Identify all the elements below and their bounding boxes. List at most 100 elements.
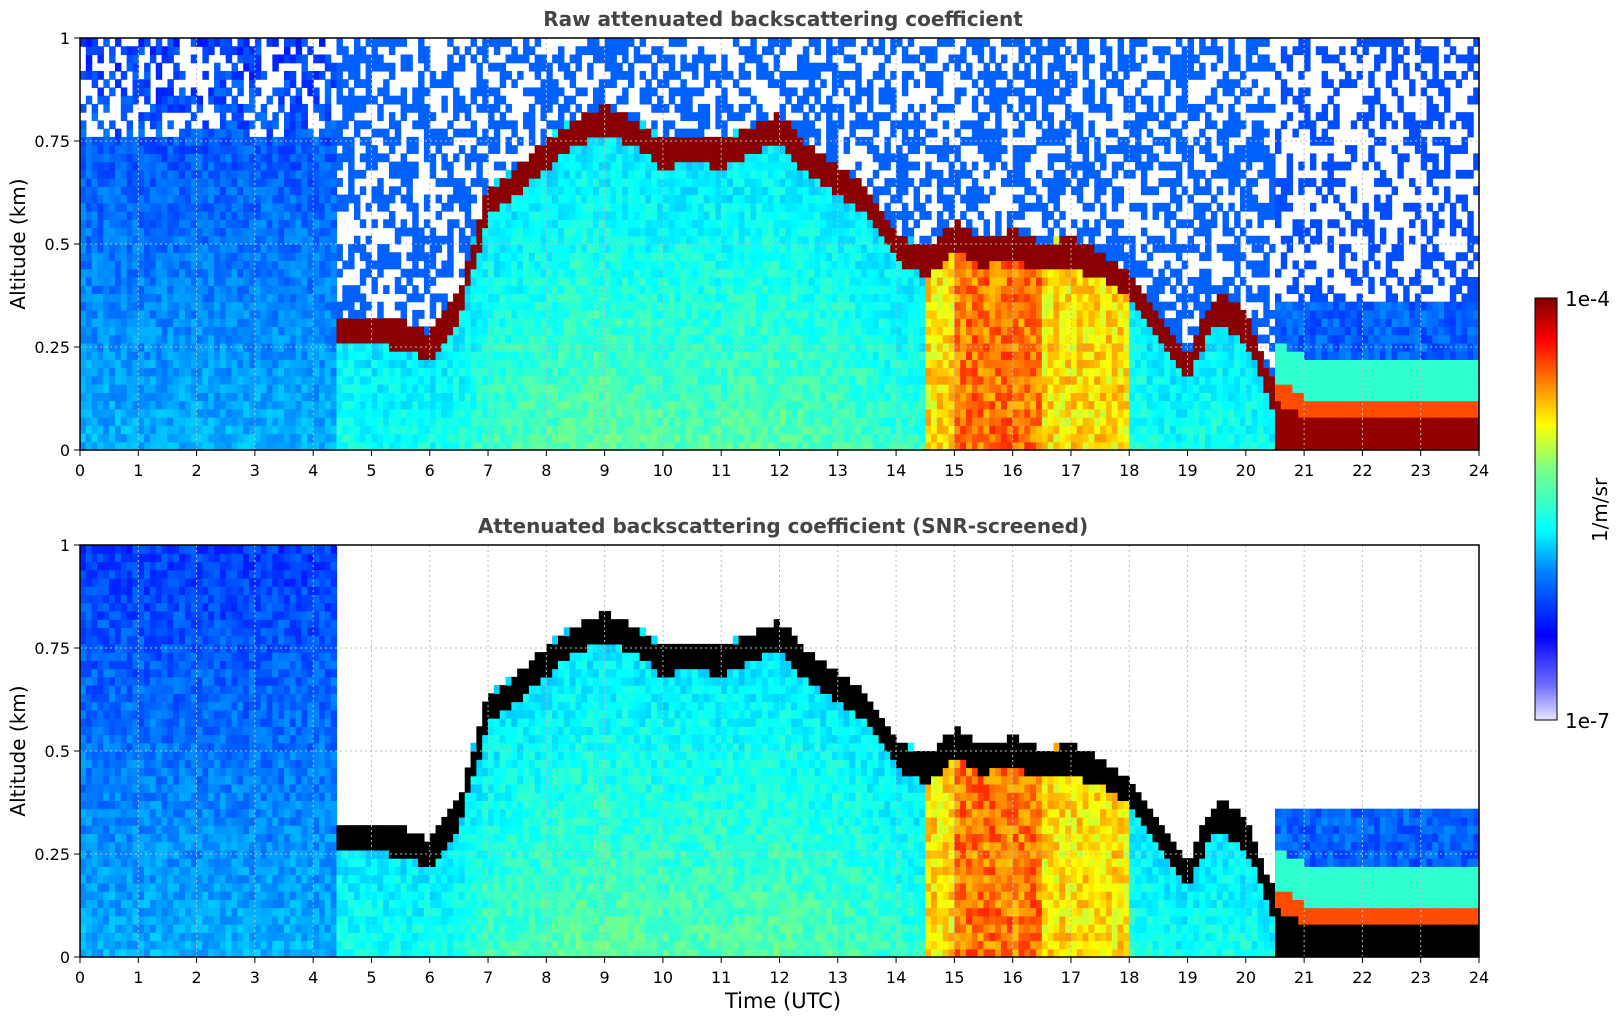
heat-cell [202,153,209,163]
heat-cell [453,153,460,163]
heat-cell [190,194,198,204]
heat-cell [266,186,273,196]
heat-cell [575,136,582,146]
heat-cell [622,244,629,253]
heat-cell [301,112,308,121]
heat-cell [342,54,349,64]
heat-cell [645,186,652,196]
heat-cell [377,334,384,344]
heat-cell [482,392,489,402]
heat-cell [342,46,349,56]
heat-cell [697,417,705,426]
heat-cell [196,342,204,352]
heat-cell [686,417,693,426]
heat-cell [604,136,612,146]
heat-cell [738,400,746,410]
heat-cell [464,326,472,336]
heat-cell [196,136,204,146]
heat-cell [692,268,699,278]
heat-cell [132,227,139,237]
heat-cell [546,309,553,319]
heat-cell [633,211,641,220]
heat-cell [266,38,273,47]
heat-cell [138,128,145,138]
heat-cell [184,235,192,245]
heat-cell [738,87,746,97]
heat-cell [161,136,169,146]
heat-cell [668,309,676,319]
heat-cell [144,301,151,311]
heat-cell [184,120,192,130]
heat-cell [738,112,746,121]
heat-cell [680,400,687,410]
heat-cell [674,211,682,220]
heat-cell [278,103,285,113]
heat-cell [243,408,250,418]
heat-cell [610,425,617,435]
heat-cell [423,103,431,113]
heat-cell [138,384,145,393]
heat-cell [744,169,751,179]
heat-cell [633,309,641,319]
heat-cell [756,219,763,229]
heat-cell [423,351,431,360]
heat-cell [738,178,746,187]
heat-cell [668,441,676,451]
heat-cell [738,153,746,163]
heat-cell [254,169,262,179]
heat-cell [254,194,262,204]
heat-cell [482,276,489,286]
heat-cell [266,400,273,410]
heat-cell [633,145,641,154]
heat-cell [692,441,699,451]
heat-cell [214,425,221,435]
heat-cell [499,293,507,303]
heat-cell [458,268,466,278]
heat-cell [126,400,134,410]
heat-cell [453,186,460,196]
heat-cell [458,367,466,377]
heat-cell [458,309,466,319]
heat-cell [319,211,326,220]
heat-cell [365,70,373,80]
heat-cell [412,425,419,435]
heat-cell [738,219,746,229]
heat-cell [284,194,291,204]
heat-cell [266,441,273,451]
heat-cell [686,309,693,319]
heat-cell [470,95,477,105]
heat-cell [295,285,303,295]
heat-cell [365,260,373,270]
heat-cell [266,334,273,344]
heat-cell [511,359,518,369]
heat-cell [85,38,93,47]
heat-cell [126,244,134,253]
heat-cell [423,425,431,435]
heat-cell [184,194,192,204]
heat-cell [756,202,763,212]
heat-cell [114,62,122,72]
heat-cell [523,433,530,443]
heat-cell [114,260,122,270]
heat-cell [126,211,134,220]
heat-cell [517,285,524,295]
heat-cell [523,46,530,56]
heat-cell [534,219,542,229]
heat-cell [633,334,641,344]
heat-cell [552,178,559,187]
heat-cell [179,351,186,360]
heat-cell [167,54,174,64]
heat-cell [750,342,757,352]
heat-cell [91,285,99,295]
heat-cell [330,161,338,171]
heat-cell [767,309,775,319]
heat-cell [190,392,198,402]
heat-cell [190,54,198,64]
heat-cell [499,375,507,385]
heat-cell [260,326,268,336]
heat-cell [266,417,273,426]
heat-cell [348,384,355,393]
heat-cell [313,260,320,270]
heat-cell [680,268,687,278]
heat-cell [138,276,145,286]
